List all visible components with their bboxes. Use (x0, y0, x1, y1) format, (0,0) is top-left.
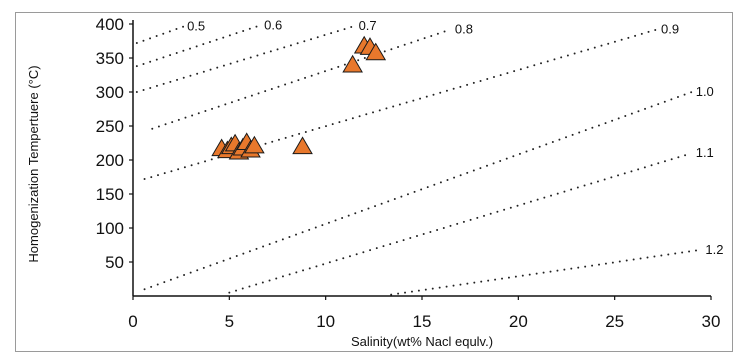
isochore-label: 0.8 (455, 21, 473, 36)
data-point (365, 42, 387, 61)
isochore-line (135, 24, 262, 68)
isochore-label: 0.9 (661, 21, 679, 36)
x-tick-label: 0 (128, 312, 137, 331)
x-tick-label: 20 (509, 312, 528, 331)
y-tick-label: 400 (96, 15, 124, 34)
x-tick-label: 25 (605, 312, 624, 331)
isochore-label: 1.2 (705, 242, 723, 257)
isochore-labels: 0.5 0.6 0.7 0.8 0.9 1.0 1.1 1.2 (187, 17, 723, 256)
isochore-label: 1.0 (696, 84, 714, 99)
y-tick-label: 100 (96, 219, 124, 238)
data-point (292, 136, 313, 155)
isochore-line (143, 28, 659, 181)
y-tick-label: 150 (96, 185, 124, 204)
y-axis-title: Homogenization Tempertuere (°C) (26, 65, 41, 262)
isochore-label: 1.1 (696, 145, 714, 160)
isochore-line (135, 25, 356, 93)
isochore-label: 0.5 (187, 19, 205, 34)
x-axis-ticks: 0 5 10 15 20 25 30 (128, 296, 720, 331)
x-tick-label: 5 (225, 312, 234, 331)
isochore-line (135, 25, 185, 45)
y-tick-label: 250 (96, 117, 124, 136)
isochore-line (143, 91, 693, 291)
y-tick-label: 200 (96, 151, 124, 170)
y-axis-ticks: 400 350 300 250 200 150 100 50 (96, 15, 133, 272)
chart-frame (15, 12, 733, 352)
isochore-line (390, 248, 703, 296)
data-point (244, 135, 265, 154)
y-tick-label: 300 (96, 83, 124, 102)
isochore-line (228, 152, 693, 294)
isochore-label: 0.6 (264, 17, 282, 32)
data-points (211, 35, 387, 160)
x-tick-label: 30 (702, 312, 721, 331)
x-tick-label: 15 (413, 312, 432, 331)
y-tick-label: 50 (105, 253, 124, 272)
isochore-lines (135, 24, 703, 296)
y-tick-label: 350 (96, 49, 124, 68)
isochore-line (151, 28, 452, 130)
x-tick-label: 10 (316, 312, 335, 331)
isochore-label: 0.7 (359, 18, 377, 33)
x-axis-title: Salinity(wt% Nacl equlv.) (351, 334, 493, 349)
data-point (342, 54, 363, 73)
